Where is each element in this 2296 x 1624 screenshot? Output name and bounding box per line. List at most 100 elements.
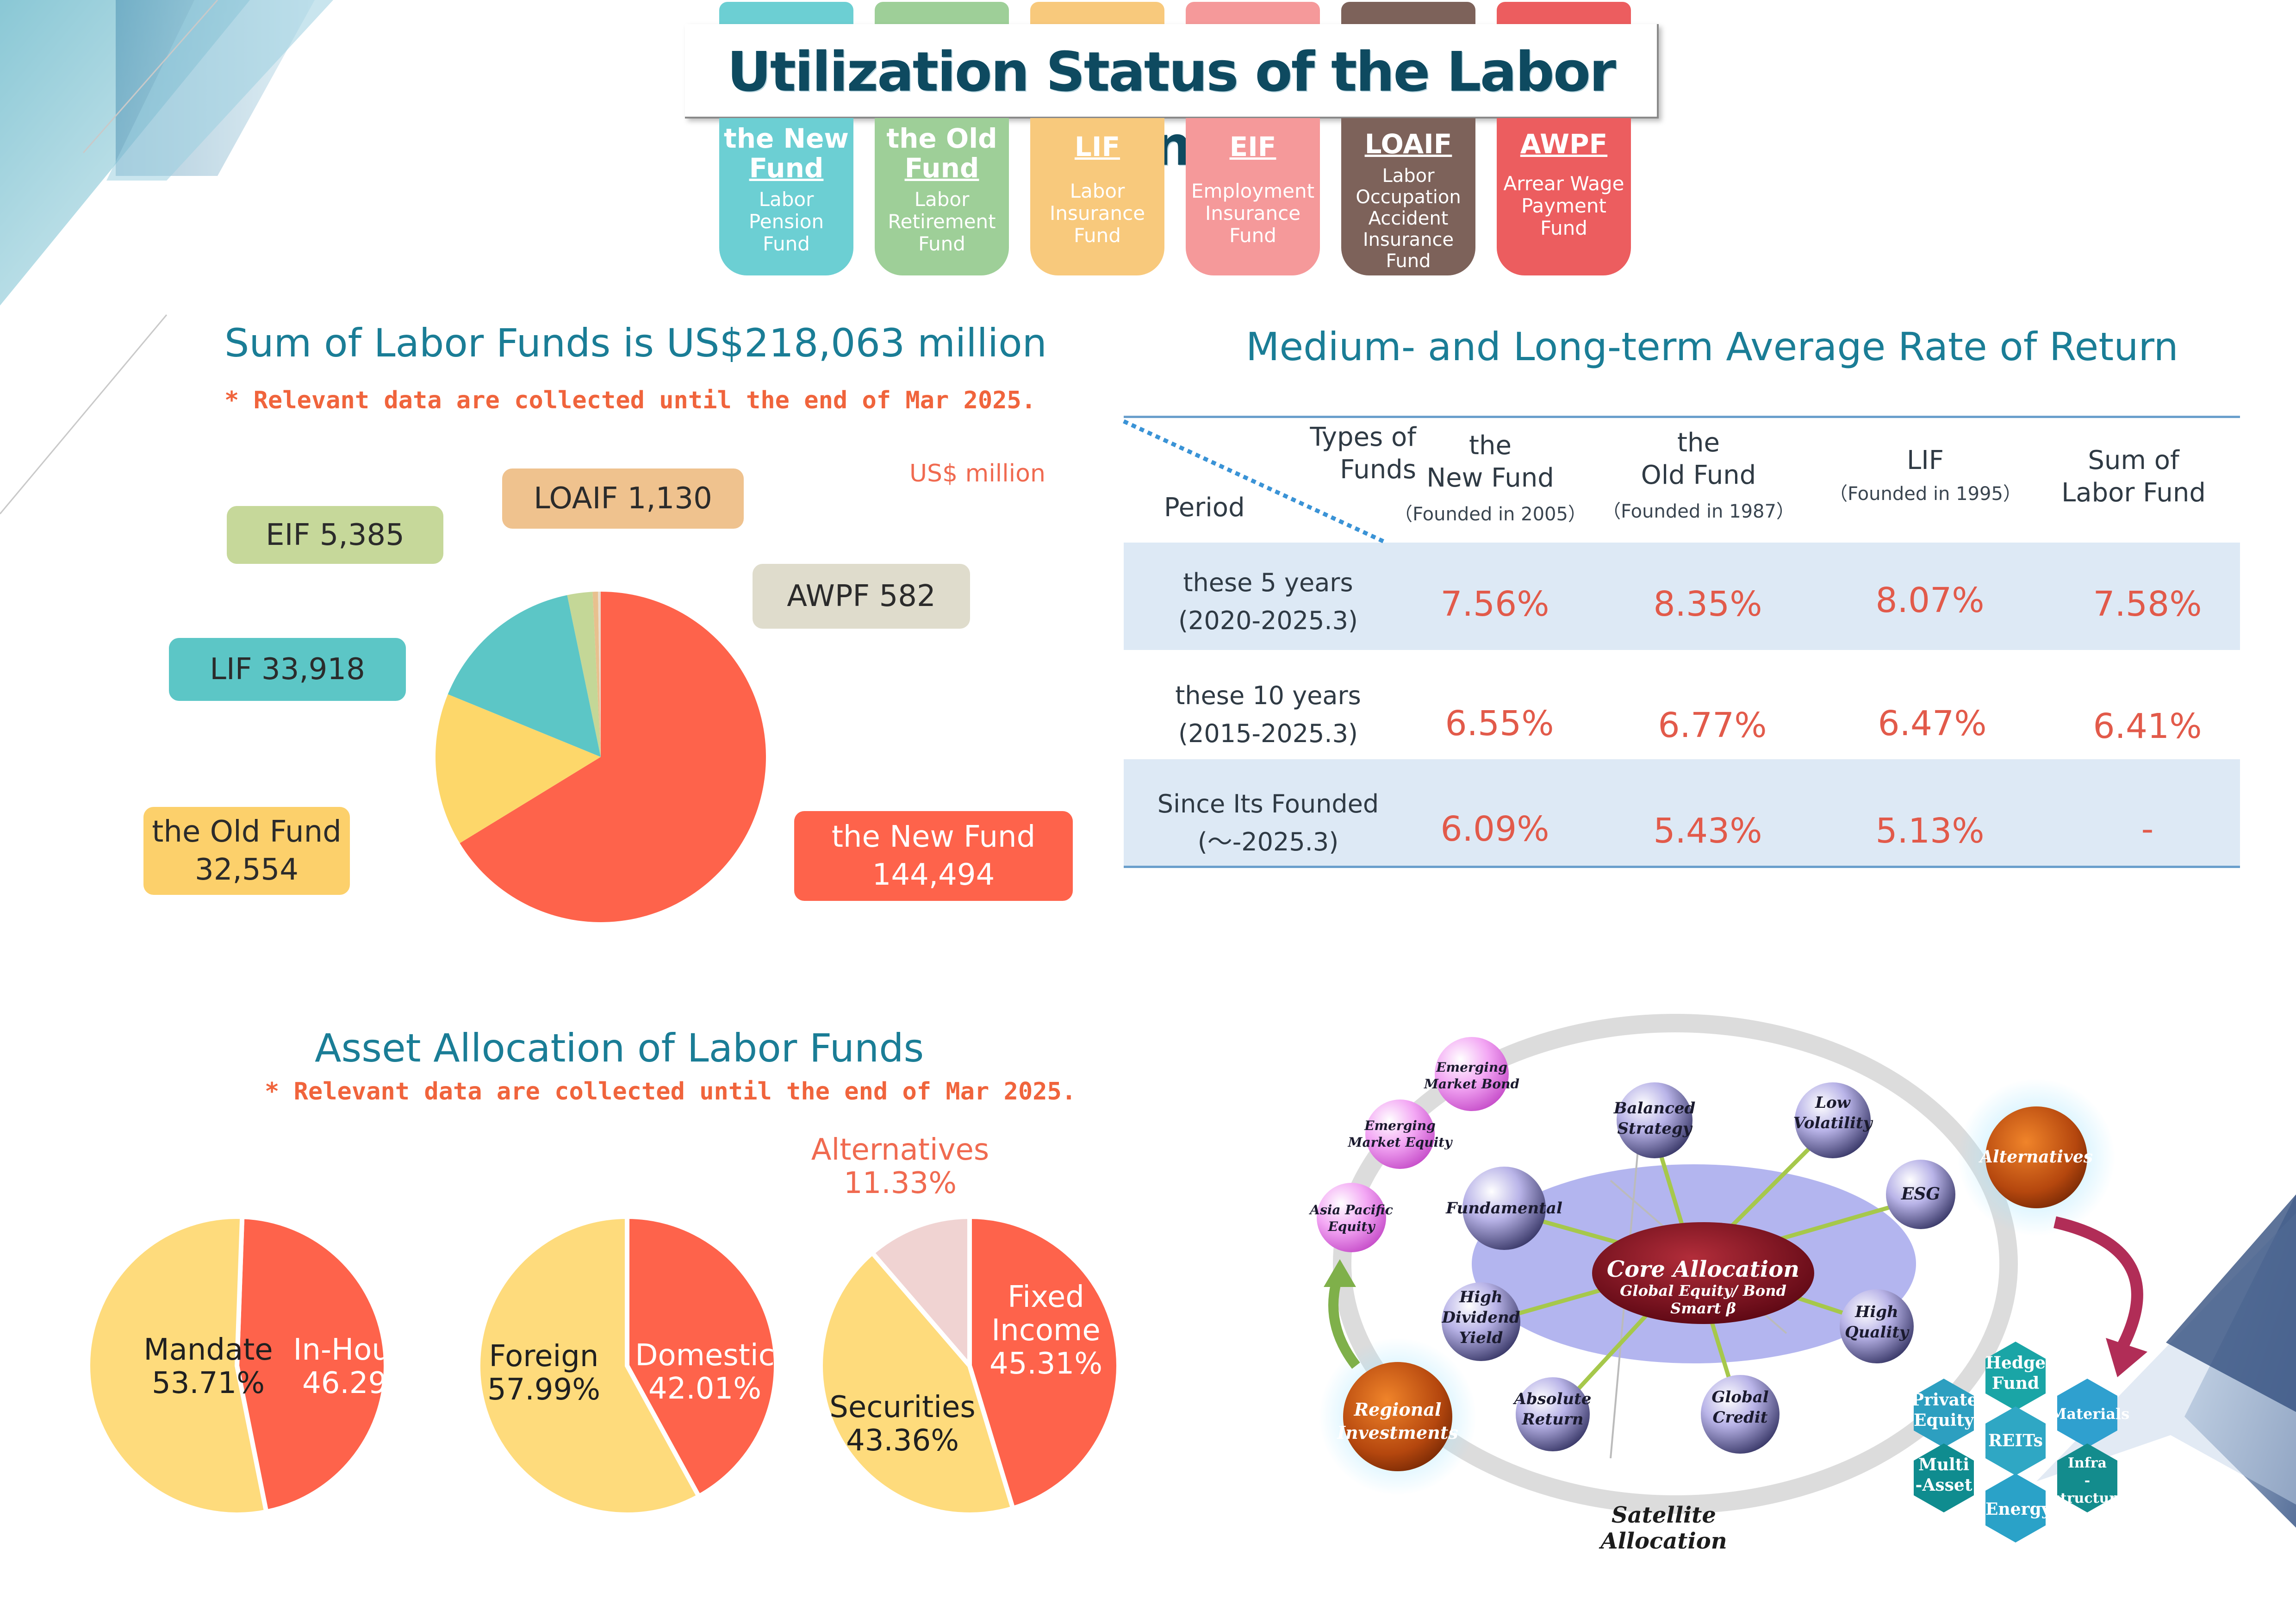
pie-label-name: Mandate	[143, 1333, 273, 1367]
col-header-sub: （Founded in 1987）	[1602, 501, 1795, 522]
col-header-lif: LIF （Founded in 1995）	[1819, 444, 2032, 506]
hex-line: Infra	[2068, 1455, 2107, 1471]
hex-infrastructure: Infra -structure	[2053, 1455, 2126, 1507]
node-line: Equity	[1328, 1219, 1375, 1234]
hex-line: Equity	[1913, 1411, 1974, 1430]
node-line: Credit	[1712, 1408, 1768, 1427]
period-cell: these 5 years (2020-2025.3)	[1148, 564, 1388, 640]
callout-new-fund: the New Fund 144,494	[794, 811, 1073, 901]
pie-slice-the-old-fund	[436, 694, 601, 843]
pie-slice-fixed-income	[967, 1214, 1121, 1512]
callout-text: LIF 33,918	[210, 652, 365, 687]
callout-text: the New Fund	[831, 820, 1036, 854]
hex-line: Private	[1911, 1390, 1978, 1410]
return-title: Medium- and Long-term Average Rate of Re…	[1246, 324, 2178, 369]
table-row-bg	[1124, 543, 2240, 650]
period-line: (～-2025.3)	[1197, 827, 1339, 856]
col-header-sub: （Founded in 2005）	[1394, 504, 1587, 525]
fund-pie-slices	[436, 592, 766, 922]
pie-label-value: 53.71%	[151, 1366, 265, 1400]
rate-cell: 5.43%	[1653, 811, 1762, 851]
period-cell: these 10 years (2015-2025.3)	[1148, 677, 1388, 753]
pie-label-value: 43.36%	[846, 1424, 959, 1458]
fund-tab-eif	[1186, 2, 1320, 24]
node-line: Emerging	[1436, 1060, 1507, 1075]
node-line: Emerging	[1364, 1118, 1436, 1133]
fund-tab-new	[719, 2, 853, 24]
period-line: these 5 years	[1183, 568, 1353, 597]
callout-text: LOAIF 1,130	[534, 481, 712, 516]
node-global-credit: Global Credit	[1689, 1387, 1791, 1428]
col-header-line: LIF	[1907, 445, 1944, 475]
node-line: Quality	[1845, 1323, 1909, 1342]
node-asia-pacific: Asia Pacific Equity	[1296, 1202, 1407, 1235]
period-line: Since Its Founded	[1157, 789, 1379, 818]
alternatives-label: Alternatives	[1979, 1147, 2093, 1167]
pie-label-name: Domestic	[635, 1338, 775, 1373]
pie-label: Mandate 53.71%	[139, 1333, 278, 1400]
node-line: Global	[1711, 1388, 1769, 1406]
hex-reits: REITs	[1988, 1431, 2043, 1450]
callout-awpf: AWPF 582	[753, 564, 970, 629]
col-header-line: the	[1677, 428, 1720, 458]
pie-label: In-House 46.29%	[287, 1333, 430, 1400]
fund-abbr: the Old	[886, 123, 997, 154]
rate-cell: -	[2141, 809, 2154, 849]
table-row-bg	[1124, 759, 2240, 867]
core-title: Core Allocation	[1606, 1256, 1800, 1282]
node-line: High	[1459, 1288, 1503, 1306]
fund-tab-lif	[1030, 2, 1164, 24]
node-em-bond: Emerging Market Bond	[1416, 1059, 1527, 1093]
pie-label-name: Income	[991, 1313, 1101, 1348]
rate-cell: 8.35%	[1653, 584, 1762, 624]
sum-title: Sum of Labor Funds is US$218,063 million	[224, 320, 1047, 366]
fund-abbr: EIF	[1229, 131, 1276, 162]
col-header-line: New Fund	[1426, 463, 1554, 493]
pie-slice-domestic	[625, 1214, 779, 1500]
fund-abbr: Fund	[904, 152, 979, 184]
pie-label-name: Securities	[829, 1390, 976, 1424]
title-banner	[685, 24, 1659, 119]
fund-full-name: Arrear Wage Payment Fund	[1503, 172, 1624, 239]
rate-cell: 5.13%	[1875, 811, 1985, 851]
node-line: Volatility	[1793, 1114, 1873, 1132]
hex-line: -structure	[2053, 1473, 2126, 1506]
unit-label: US$ million	[909, 460, 1045, 487]
rate-cell: 6.55%	[1445, 704, 1554, 743]
rate-cell: 7.56%	[1440, 584, 1549, 624]
pie-label: Securities 43.36%	[828, 1391, 977, 1457]
pie-label-value: 42.01%	[648, 1372, 762, 1406]
node-absolute-return: Absolute Return	[1502, 1389, 1604, 1430]
pie-label-value: 57.99%	[487, 1373, 601, 1407]
asset-pie-class	[818, 1214, 1121, 1517]
fund-card-awpf: AWPF Arrear Wage Payment Fund	[1497, 118, 1631, 275]
node-line: Balanced	[1613, 1099, 1696, 1118]
pie-slice-in-house	[234, 1214, 388, 1515]
regional-line: Regional	[1354, 1399, 1442, 1420]
col-header-line: Old Fund	[1641, 460, 1756, 490]
callout-old-fund: the Old Fund 32,554	[143, 807, 350, 895]
period-line: these 10 years	[1175, 681, 1361, 710]
pie-label-name: Foreign	[489, 1339, 599, 1374]
table-top-border	[1124, 416, 2240, 418]
pie-label-name: Fixed	[1008, 1280, 1084, 1314]
header-types: Types of Funds	[1310, 422, 1416, 485]
fund-tab-old	[875, 2, 1009, 24]
node-esg: ESG	[1901, 1184, 1941, 1204]
asset-note: * Relevant data are collected until the …	[265, 1078, 1076, 1106]
pie-label-value: 11.33%	[843, 1166, 957, 1200]
callout-text: EIF 5,385	[266, 518, 404, 552]
pie-label-name: Alternatives	[811, 1133, 989, 1167]
pie-label-value: 46.29%	[302, 1366, 416, 1400]
fund-abbr: AWPF	[1520, 128, 1608, 160]
node-line: Asia Pacific	[1310, 1202, 1393, 1218]
node-line: Low	[1815, 1093, 1850, 1112]
node-line: Market Equity	[1348, 1135, 1452, 1150]
asset-pie-region	[476, 1214, 779, 1517]
asset-pie-management	[86, 1214, 388, 1517]
pie-slice-lif	[448, 595, 601, 757]
node-high-quality: High Quality	[1826, 1302, 1928, 1343]
callout-value: 144,494	[872, 858, 995, 892]
fund-full-name: Labor Pension Fund	[748, 188, 824, 255]
